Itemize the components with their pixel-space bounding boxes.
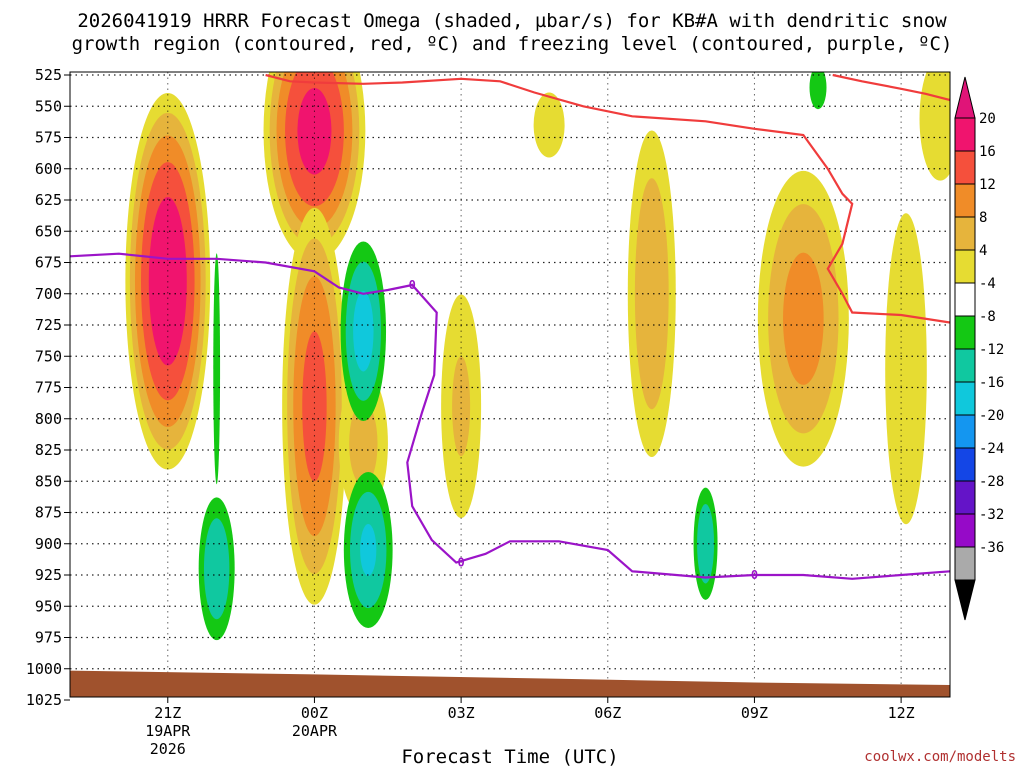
- y-tick-label-750: 750: [35, 347, 62, 365]
- omega-contour-downdraft-08z--8: [697, 504, 714, 583]
- colorbar-segment-11: [955, 481, 975, 514]
- omega-contour-downdraft-22z--8: [204, 518, 229, 619]
- y-tick-label-1025: 1025: [26, 691, 62, 709]
- colorbar-top-arrow: [955, 77, 975, 118]
- x-tick-label-03Z: 03Z: [448, 704, 475, 722]
- chart-title-line-2: growth region (contoured, red, ºC) and f…: [72, 33, 953, 55]
- x-tick-date-21Z: 19APR: [145, 722, 191, 740]
- colorbar-segment-5: [955, 283, 975, 316]
- freezing-level-label-2: 0: [751, 568, 758, 582]
- omega-contour-downdraft-01z-upper--12: [353, 291, 373, 371]
- x-tick-date-00Z: 20APR: [292, 722, 338, 740]
- y-tick-label-975: 975: [35, 629, 62, 647]
- colorbar-segment-2: [955, 184, 975, 217]
- omega-cell-downdraft-22z: [199, 497, 235, 640]
- credit-text: coolwx.com/modelts: [864, 749, 1016, 765]
- omega-cell-downdraft-01z-upper: [341, 241, 386, 421]
- y-tick-label-825: 825: [35, 441, 62, 459]
- colorbar-segment-13: [955, 547, 975, 580]
- x-axis-title: Forecast Time (UTC): [401, 746, 618, 768]
- colorbar-label-7: -12: [979, 342, 1004, 358]
- omega-cell-updraft-upper-09z: [534, 93, 565, 158]
- y-axis-ticks: 525 550 575 600 625 650 675 700 725 750 775 800 825 8…: [26, 66, 70, 709]
- colorbar-label-1: 16: [979, 144, 996, 160]
- colorbar-label-4: 4: [979, 243, 987, 259]
- colorbar-segment-6: [955, 316, 975, 349]
- omega-contour-updraft-10z-12: [783, 253, 824, 385]
- colorbar-segment-12: [955, 514, 975, 547]
- y-tick-label-725: 725: [35, 316, 62, 334]
- colorbar-segment-3: [955, 217, 975, 250]
- colorbar-segment-8: [955, 382, 975, 415]
- x-tick-label-06Z: 06Z: [594, 704, 621, 722]
- freezing-level-label-0: 0: [409, 278, 416, 292]
- colorbar: 20 16 12 8 4 -4 -8 -12 -16 -20 -24 -28 -32 -36: [955, 77, 1004, 620]
- x-tick-label-09Z: 09Z: [741, 704, 768, 722]
- colorbar-label-3: 8: [979, 210, 987, 226]
- y-tick-label-925: 925: [35, 566, 62, 584]
- y-tick-label-525: 525: [35, 66, 62, 84]
- y-tick-label-600: 600: [35, 160, 62, 178]
- omega-contour-downdraft-01z-lower--12: [360, 524, 376, 576]
- x-tick-label-21Z: 21Z: [154, 704, 181, 722]
- omega-cell-updraft-12z: [885, 213, 927, 524]
- colorbar-segment-10: [955, 448, 975, 481]
- colorbar-bottom-arrow: [955, 580, 975, 620]
- colorbar-segment-1: [955, 151, 975, 184]
- colorbar-label-12: -32: [979, 507, 1004, 523]
- y-tick-label-575: 575: [35, 129, 62, 147]
- omega-cell-updraft-10z: [758, 171, 849, 467]
- colorbar-label-13: -36: [979, 540, 1004, 556]
- plot-area: 0 0 0: [70, 1, 961, 700]
- colorbar-label-0: 20: [979, 111, 996, 127]
- y-tick-label-875: 875: [35, 504, 62, 522]
- colorbar-label-6: -8: [979, 309, 996, 325]
- omega-cell-downdraft-01z-lower: [344, 472, 393, 628]
- colorbar-label-5: -4: [979, 276, 996, 292]
- y-tick-label-775: 775: [35, 379, 62, 397]
- y-tick-label-700: 700: [35, 285, 62, 303]
- colorbar-segment-0: [955, 118, 975, 151]
- colorbar-segment-4: [955, 250, 975, 283]
- colorbar-label-9: -20: [979, 408, 1004, 424]
- y-tick-label-675: 675: [35, 254, 62, 272]
- chart-title-line-1: 2026041919 HRRR Forecast Omega (shaded, …: [77, 10, 947, 32]
- y-tick-label-850: 850: [35, 472, 62, 490]
- omega-contour-updraft-12z-4: [885, 213, 927, 524]
- x-tick-label-00Z: 00Z: [301, 704, 328, 722]
- x-tick-label-12Z: 12Z: [888, 704, 915, 722]
- omega-cell-updraft-07z: [628, 130, 676, 457]
- y-tick-label-1000: 1000: [26, 660, 62, 678]
- y-tick-label-650: 650: [35, 222, 62, 240]
- omega-time-height-chart: 2026041919 HRRR Forecast Omega (shaded, …: [0, 0, 1024, 768]
- y-tick-label-550: 550: [35, 97, 62, 115]
- y-tick-label-800: 800: [35, 410, 62, 428]
- colorbar-segment-7: [955, 349, 975, 382]
- x-tick-year-21Z: 2026: [150, 740, 186, 758]
- omega-contour-updraft-upper-09z-4: [534, 93, 565, 158]
- colorbar-segment-9: [955, 415, 975, 448]
- freezing-level-label-1: 0: [457, 556, 464, 570]
- colorbar-label-8: -16: [979, 375, 1004, 391]
- y-tick-label-950: 950: [35, 597, 62, 615]
- colorbar-label-10: -24: [979, 441, 1004, 457]
- colorbar-label-11: -28: [979, 474, 1004, 490]
- y-tick-label-900: 900: [35, 535, 62, 553]
- omega-contour-updraft-07z-8: [635, 178, 669, 409]
- y-tick-label-625: 625: [35, 191, 62, 209]
- colorbar-label-2: 12: [979, 177, 996, 193]
